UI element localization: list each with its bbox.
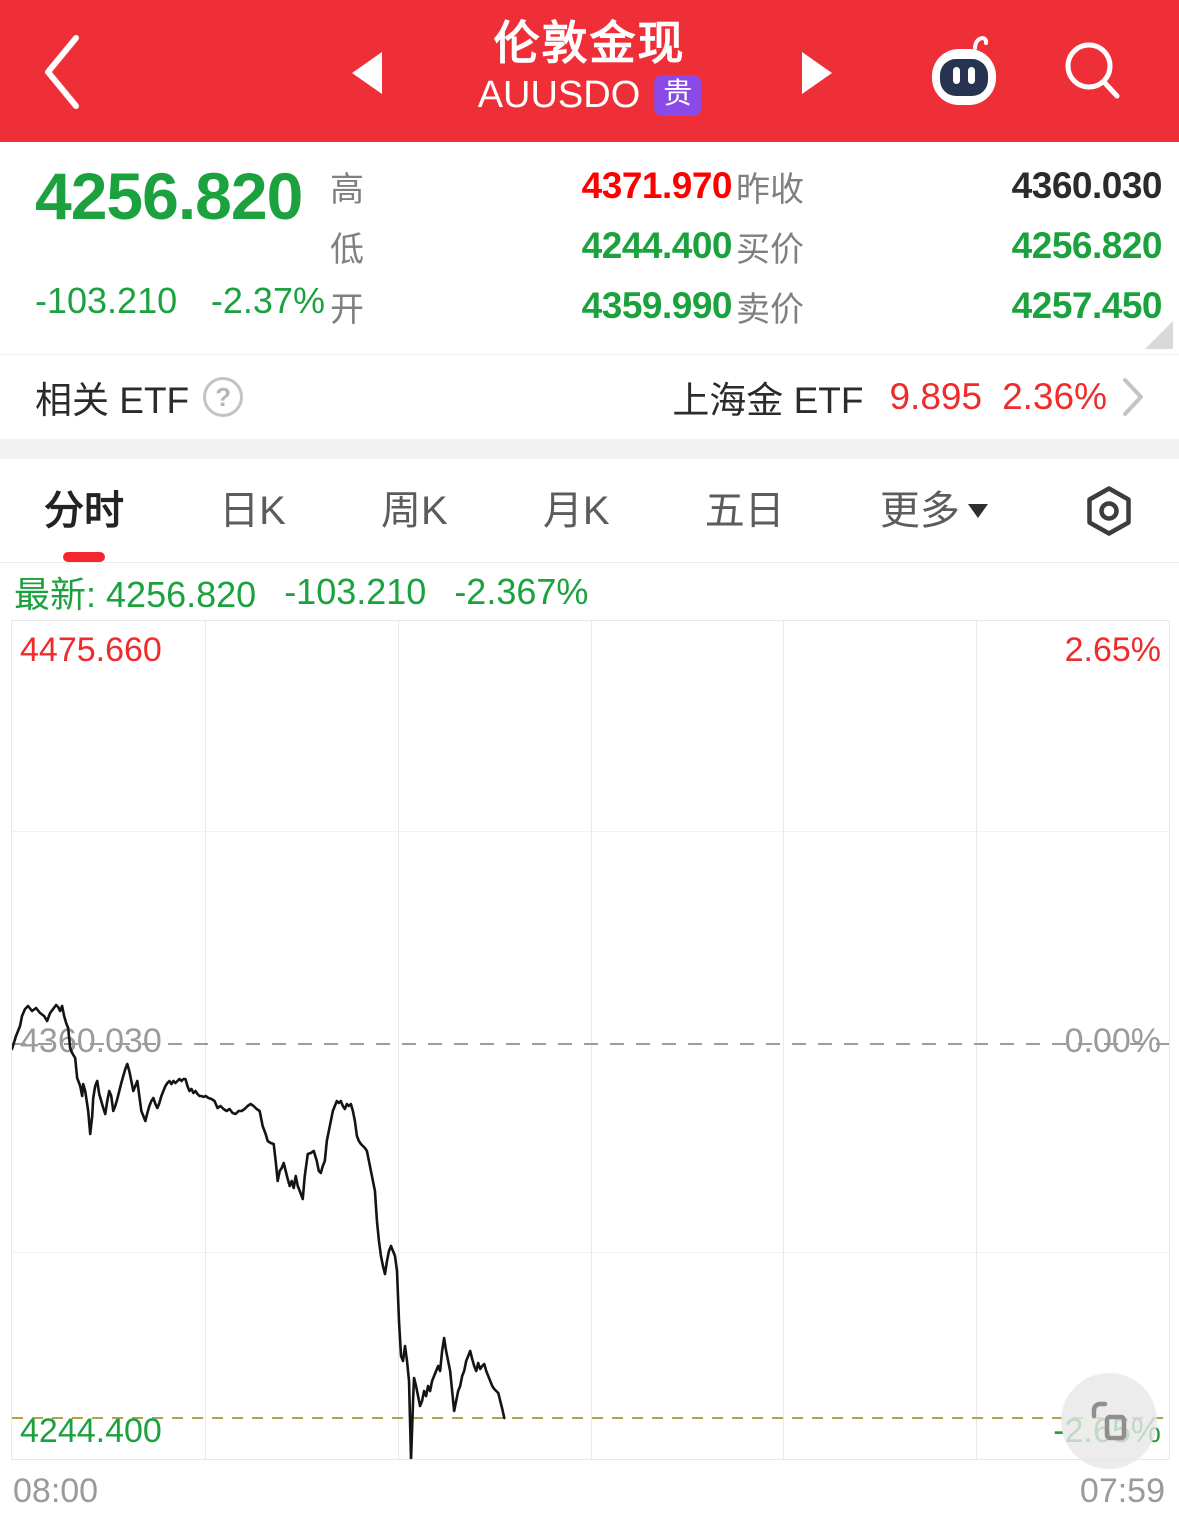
symbol-code: AUUSDO: [477, 74, 641, 116]
time-end-label: 07:59: [1079, 1472, 1165, 1510]
last-price: 4256.820: [35, 159, 303, 233]
field-label-ask: 卖价: [736, 290, 804, 329]
back-button[interactable]: [40, 28, 90, 116]
app-header: 伦敦金现 AUUSDO 贵: [0, 0, 1179, 142]
chart-settings-gear-icon[interactable]: [1083, 485, 1135, 537]
etf-price: 9.895: [889, 376, 983, 417]
tab-weekly-k[interactable]: 周K: [381, 488, 448, 533]
field-label-prevclose: 昨收: [736, 170, 804, 209]
axis-prevclose-price-label: 4360.030: [20, 1022, 162, 1061]
axis-min-price-label: 4244.400: [20, 1412, 162, 1450]
rotate-landscape-button[interactable]: [1061, 1373, 1157, 1469]
field-value-low: 4244.400: [581, 225, 733, 266]
axis-max-price-label: 4475.660: [20, 631, 162, 669]
search-button[interactable]: [1058, 36, 1128, 111]
time-start-label: 08:00: [13, 1472, 99, 1510]
price-line: [12, 1003, 506, 1459]
latest-price-dashed-line: [12, 1417, 1169, 1419]
field-value-open: 4359.990: [581, 285, 733, 326]
etf-name: 上海金 ETF: [672, 380, 864, 421]
vertical-gridline: [204, 621, 206, 1459]
chevron-right-icon: [1123, 378, 1143, 416]
title-block: 伦敦金现 AUUSDO 贵: [478, 16, 702, 117]
vertical-gridline: [590, 621, 592, 1459]
next-instrument-arrow-icon[interactable]: [802, 52, 832, 94]
field-label-bid: 买价: [736, 230, 804, 269]
tab-five-day[interactable]: 五日: [704, 488, 785, 533]
rotate-landscape-icon: [1091, 1401, 1127, 1441]
horizontal-gridline: [12, 830, 1169, 832]
search-icon: [1065, 42, 1120, 99]
tab-monthly-k[interactable]: 月K: [542, 488, 610, 533]
quote-fields: 高 4371.970 昨收 4360.030 低 4244.400 买价 425…: [330, 156, 1163, 336]
tab-minute[interactable]: 分时: [44, 488, 124, 533]
price-change-row: -103.210 -2.37%: [35, 280, 325, 322]
field-label-open: 开: [330, 290, 364, 329]
related-etf-label: 相关 ETF: [35, 380, 190, 421]
tab-more[interactable]: 更多: [880, 487, 988, 535]
market-badge: 贵: [654, 74, 702, 117]
tab-daily-k[interactable]: 日K: [219, 488, 286, 533]
latest-label-and-price: 最新: 4256.820: [14, 573, 257, 615]
robot-icon: [932, 36, 996, 105]
vertical-gridline: [783, 621, 785, 1459]
time-axis: 08:00 07:59: [0, 1460, 1179, 1511]
related-etf-row[interactable]: 相关 ETF ? 上海金 ETF 9.895 2.36%: [0, 355, 1179, 439]
section-divider: [0, 439, 1179, 459]
field-value-ask: 4257.450: [1011, 285, 1163, 326]
prev-close-dashed-line: [12, 1043, 1169, 1046]
field-label-low: 低: [330, 230, 364, 269]
page-title: 伦敦金现: [493, 17, 686, 69]
vertical-gridline: [976, 621, 978, 1459]
field-value-prevclose: 4360.030: [1011, 165, 1163, 206]
axis-zero-pct-label: 0.00%: [1064, 1022, 1161, 1061]
latest-change-pct: -2.367%: [454, 570, 589, 612]
prev-instrument-arrow-icon[interactable]: [352, 52, 382, 94]
latest-change: -103.210: [284, 570, 427, 612]
horizontal-gridline: [12, 1252, 1169, 1253]
price-change-pct: -2.37%: [210, 280, 325, 321]
vertical-gridline: [397, 621, 399, 1459]
expand-corner-handle[interactable]: [1145, 321, 1173, 349]
latest-readout-row: 最新: 4256.820 -103.210 -2.367%: [0, 563, 1179, 620]
chart-tab-bar: 分时 日K 周K 月K 五日 更多: [0, 459, 1179, 563]
quote-section: 4256.820 -103.210 -2.37% 高 4371.970 昨收 4…: [0, 142, 1179, 355]
field-value-high: 4371.970: [581, 165, 733, 206]
price-change: -103.210: [35, 280, 178, 321]
field-value-bid: 4256.820: [1011, 225, 1163, 266]
intraday-chart-canvas[interactable]: 4475.660 2.65% 4360.030 0.00% 4244.400 -…: [11, 620, 1170, 1469]
field-label-high: 高: [330, 170, 364, 209]
etf-change-pct: 2.36%: [1002, 376, 1107, 417]
axis-max-pct-label: 2.65%: [1064, 631, 1161, 669]
back-chevron-icon: [45, 35, 79, 109]
caret-down-icon: [967, 503, 988, 518]
help-icon[interactable]: ?: [203, 377, 244, 417]
assistant-robot-button[interactable]: [925, 33, 1003, 116]
price-line-chart: [12, 1003, 506, 1459]
